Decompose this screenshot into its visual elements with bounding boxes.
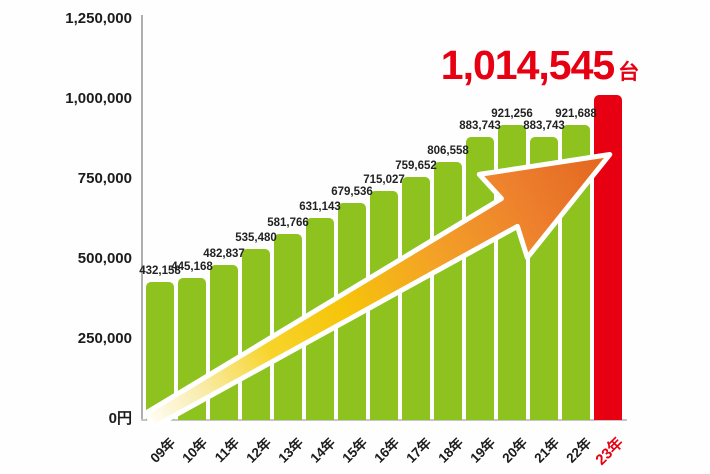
y-axis-tick-label: 0円 (108, 410, 132, 427)
y-axis-tick-label: 1,250,000 (65, 10, 132, 27)
bar-16年 (370, 191, 398, 420)
bar-value-label: 921,256 (491, 108, 533, 121)
bar-17年 (402, 176, 430, 420)
bar-09年 (146, 281, 174, 420)
bar-22年 (562, 125, 590, 420)
bar-14年 (306, 218, 334, 420)
y-axis-line (141, 15, 143, 421)
bar-value-label: 759,652 (395, 159, 437, 172)
bar-11年 (210, 265, 238, 420)
bar-10年 (178, 277, 206, 420)
bar-15年 (338, 202, 366, 420)
bar-value-label: 806,558 (427, 144, 469, 157)
bar-value-label: 631,143 (299, 201, 341, 214)
bar-19年 (466, 137, 494, 420)
bar-value-label: 445,168 (171, 260, 213, 273)
bar-highlight-23年 (594, 95, 622, 420)
y-axis-tick-label: 250,000 (77, 330, 132, 347)
bar-value-label: 921,688 (555, 108, 597, 121)
bar-value-label: 535,480 (235, 231, 277, 244)
y-axis-tick-label: 500,000 (77, 250, 132, 267)
bar-value-label: 883,743 (459, 120, 501, 133)
y-axis-tick-label: 1,000,000 (65, 90, 132, 107)
bar-value-label: 581,766 (267, 216, 309, 229)
bar-12年 (242, 248, 270, 420)
bar-value-label: 883,743 (523, 120, 565, 133)
bar-value-label: 482,837 (203, 248, 245, 261)
bar-20年 (498, 125, 526, 420)
bar-21年 (530, 137, 558, 420)
highlight-value-unit: 台 (618, 61, 640, 84)
highlight-value-number: 1,014,545 (440, 42, 615, 88)
bar-18年 (434, 161, 462, 420)
y-axis-tick-label: 750,000 (77, 170, 132, 187)
bar-value-label: 715,027 (363, 174, 405, 187)
bar-value-label: 679,536 (331, 185, 373, 198)
bar-13年 (274, 233, 302, 420)
highlight-value-callout: 1,014,545 台 (438, 42, 642, 89)
